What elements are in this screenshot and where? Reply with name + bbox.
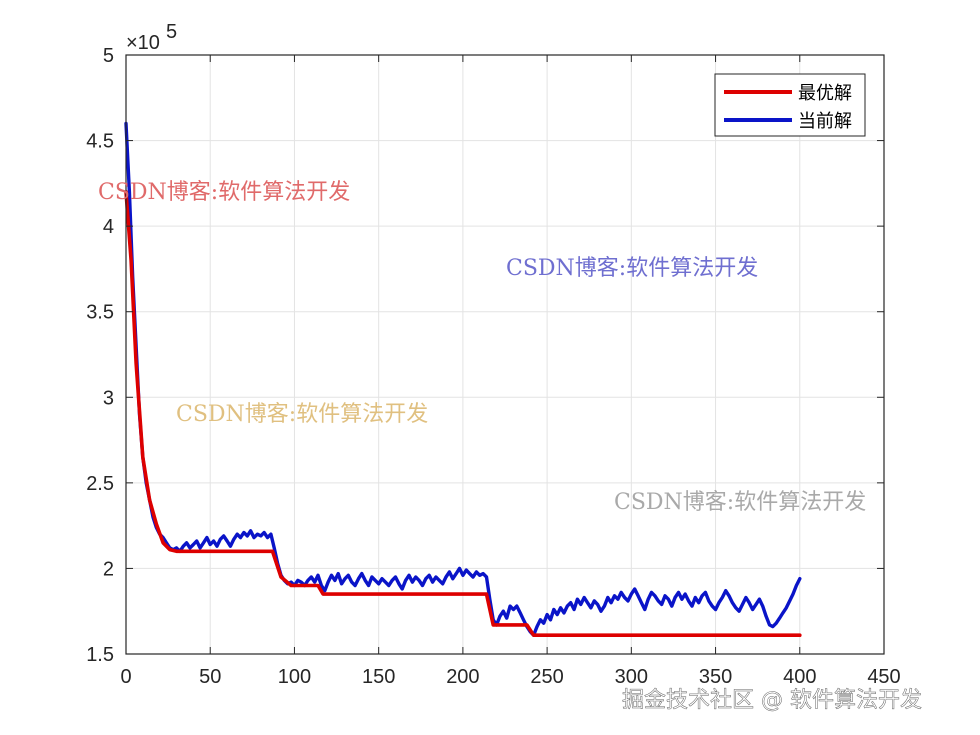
grid-lines <box>126 55 884 654</box>
footer-sub-text: CSDN @软件算法开发 <box>798 713 930 729</box>
y-tick-label: 2 <box>103 558 114 580</box>
x-tick-label: 0 <box>120 666 131 688</box>
legend-label-current: 当前解 <box>798 111 852 132</box>
y-tick-label: 1.5 <box>86 644 114 666</box>
tick-marks <box>125 54 885 655</box>
plot-area <box>124 54 885 655</box>
watermark-2: CSDN博客:软件算法开发 <box>506 256 758 281</box>
y-tick-label: 4.5 <box>86 131 114 153</box>
watermarks: CSDN博客:软件算法开发 CSDN博客:软件算法开发 CSDN博客:软件算法开… <box>98 180 866 515</box>
x-tick-label: 50 <box>199 666 221 688</box>
watermark-4: CSDN博客:软件算法开发 <box>614 490 866 515</box>
x-tick-labels: 0 50 100 150 200 250 300 350 400 450 <box>120 666 900 688</box>
x-tick-label: 450 <box>867 666 900 688</box>
x-tick-label: 200 <box>446 666 479 688</box>
series-line-current <box>124 121 802 637</box>
x-tick-label: 400 <box>783 666 816 688</box>
y-exponent: ×10 5 <box>126 21 177 54</box>
series-lines <box>124 121 802 637</box>
x-tick-label: 350 <box>699 666 732 688</box>
y-tick-label: 5 <box>103 45 114 67</box>
x-tick-label: 100 <box>278 666 311 688</box>
legend: 最优解 当前解 <box>714 73 866 137</box>
x-tick-label: 300 <box>615 666 648 688</box>
legend-box <box>714 73 866 137</box>
axes-box <box>125 54 885 655</box>
axes-background <box>126 55 884 654</box>
watermark-1: CSDN博客:软件算法开发 <box>98 180 350 205</box>
y-exponent-power: 5 <box>166 21 177 43</box>
y-tick-labels: 1.5 2 2.5 3 3.5 4 4.5 5 <box>86 45 114 666</box>
footer-watermark: 掘金技术社区 @ 软件算法开发 CSDN @软件算法开发 <box>622 688 930 729</box>
y-exponent-base: ×10 <box>126 32 160 54</box>
watermark-3: CSDN博客:软件算法开发 <box>176 402 428 427</box>
x-tick-label: 250 <box>530 666 563 688</box>
x-tick-label: 150 <box>362 666 395 688</box>
y-tick-label: 3 <box>103 387 114 409</box>
footer-main-text: 掘金技术社区 @ 软件算法开发 <box>622 688 922 713</box>
y-tick-label: 4 <box>103 216 114 238</box>
y-tick-label: 2.5 <box>86 473 114 495</box>
series-line-best <box>124 190 802 637</box>
legend-label-best: 最优解 <box>798 83 852 104</box>
y-tick-label: 3.5 <box>86 302 114 324</box>
